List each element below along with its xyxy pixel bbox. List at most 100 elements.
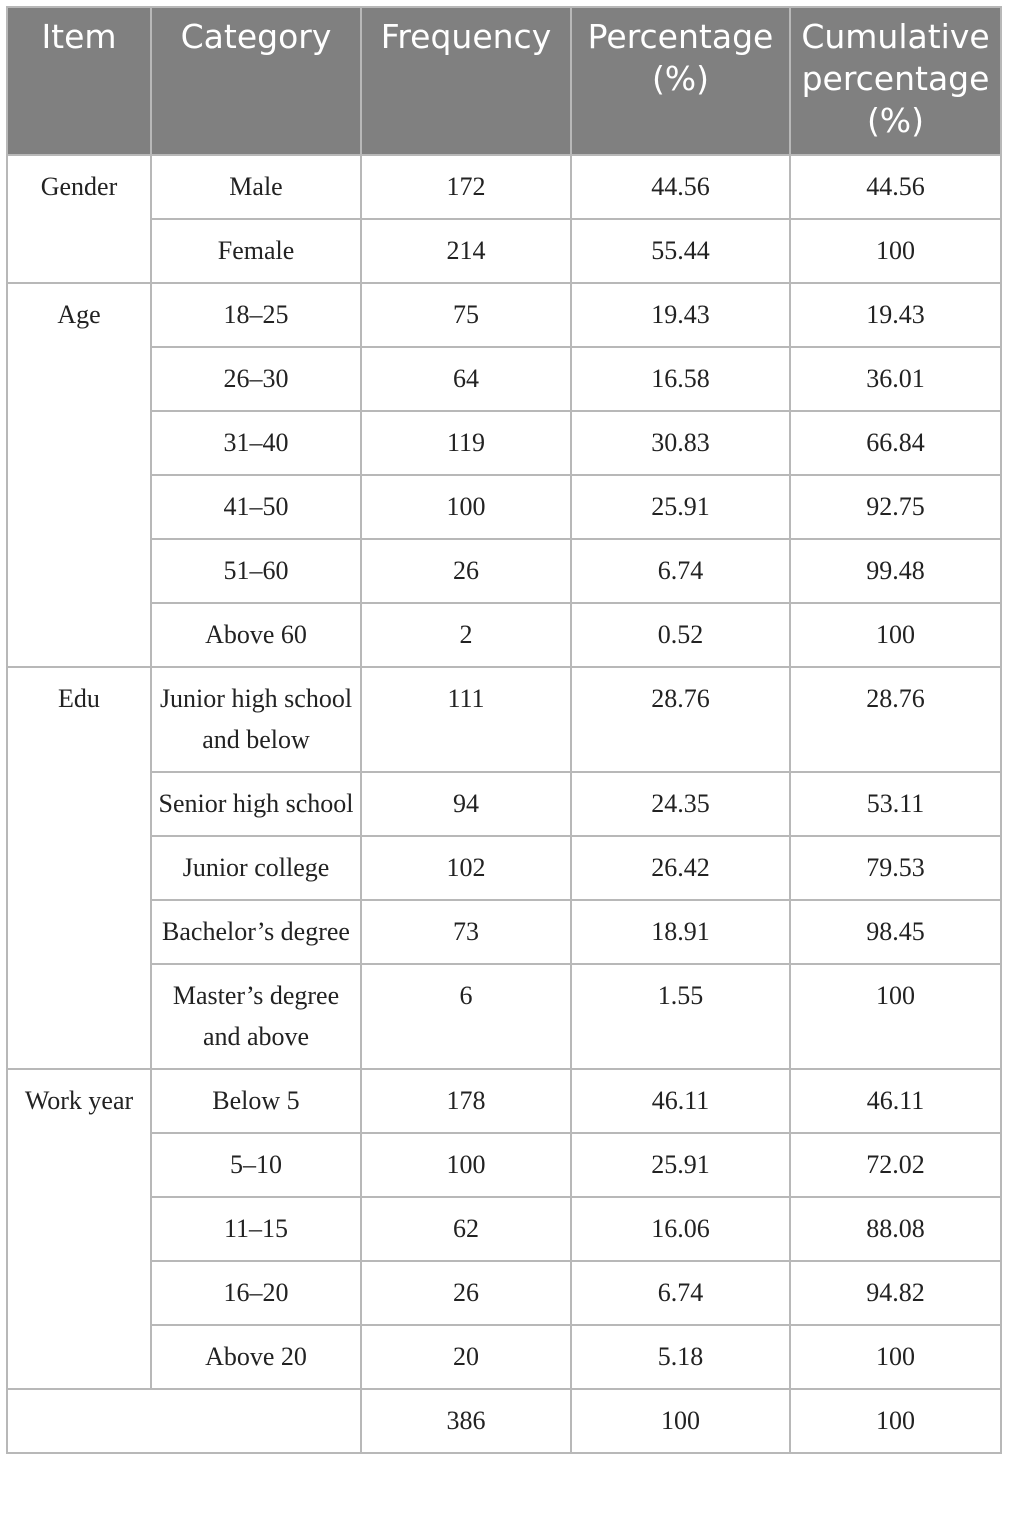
value-cell: 44.56 (789, 154, 1002, 220)
value-cell: 75 (360, 282, 572, 348)
value-cell: 73 (360, 899, 572, 965)
category-cell: Above 20 (150, 1324, 362, 1390)
header-cell: Frequency (360, 6, 572, 156)
category-cell: Below 5 (150, 1068, 362, 1134)
value-cell: 25.91 (570, 474, 791, 540)
item-cell: Age (6, 282, 152, 668)
value-cell: 66.84 (789, 410, 1002, 476)
value-cell: 26 (360, 1260, 572, 1326)
table-row: Above 60 2 0.52 100 (7, 602, 1002, 668)
total-cell: 100 (570, 1388, 791, 1454)
value-cell: 100 (789, 963, 1002, 1070)
category-cell: 16–20 (150, 1260, 362, 1326)
value-cell: 2 (360, 602, 572, 668)
value-cell: 99.48 (789, 538, 1002, 604)
category-cell: 51–60 (150, 538, 362, 604)
value-cell: 25.91 (570, 1132, 791, 1198)
category-cell: Bachelor’s degree (150, 899, 362, 965)
category-cell: Male (150, 154, 362, 220)
table-row: Bachelor’s degree 73 18.91 98.45 (7, 899, 1002, 965)
value-cell: 28.76 (570, 666, 791, 773)
value-cell: 100 (789, 1324, 1002, 1390)
value-cell: 79.53 (789, 835, 1002, 901)
value-cell: 94 (360, 771, 572, 837)
value-cell: 100 (360, 1132, 572, 1198)
value-cell: 72.02 (789, 1132, 1002, 1198)
header-row: Item Category Frequency Percentage (%) Cumul… (6, 6, 1002, 156)
total-cell: 386 (360, 1388, 572, 1454)
value-cell: 98.45 (789, 899, 1002, 965)
value-cell: 64 (360, 346, 572, 412)
value-cell: 18.91 (570, 899, 791, 965)
table-row: 11–15 62 16.06 88.08 (7, 1196, 1002, 1262)
value-cell: 172 (360, 154, 572, 220)
category-cell: 11–15 (150, 1196, 362, 1262)
value-cell: 20 (360, 1324, 572, 1390)
value-cell: 102 (360, 835, 572, 901)
category-cell: 26–30 (150, 346, 362, 412)
value-cell: 100 (360, 474, 572, 540)
value-cell: 0.52 (570, 602, 791, 668)
value-cell: 178 (360, 1068, 572, 1134)
category-cell: Above 60 (150, 602, 362, 668)
value-cell: 19.43 (570, 282, 791, 348)
value-cell: 26 (360, 538, 572, 604)
category-cell: Senior high school (150, 771, 362, 837)
item-cell: Edu (6, 666, 152, 1070)
value-cell: 46.11 (570, 1068, 791, 1134)
value-cell: 30.83 (570, 410, 791, 476)
table-row: Above 20 20 5.18 100 (7, 1324, 1002, 1390)
value-cell: 214 (360, 218, 572, 284)
item-cell: Gender (6, 154, 152, 284)
table-row: Edu Junior high school and below 111 28.76 2… (6, 666, 1002, 1070)
table-row: 26–30 64 16.58 36.01 (7, 346, 1002, 412)
table-row: Master’s degree and above 6 1.55 100 (7, 963, 1002, 1070)
total-row: 386 100 100 (6, 1388, 1002, 1454)
value-cell: 19.43 (789, 282, 1002, 348)
value-cell: 46.11 (789, 1068, 1002, 1134)
header-cell: Category (150, 6, 362, 156)
value-cell: 44.56 (570, 154, 791, 220)
value-cell: 100 (789, 218, 1002, 284)
category-cell: Master’s degree and above (150, 963, 362, 1070)
category-cell: Junior college (150, 835, 362, 901)
table-row: Age 18–25 75 19.43 19.43 (6, 282, 1002, 668)
total-cell: 100 (789, 1388, 1002, 1454)
value-cell: 26.42 (570, 835, 791, 901)
table-row: 41–50 100 25.91 92.75 (7, 474, 1002, 540)
value-cell: 119 (360, 410, 572, 476)
value-cell: 16.58 (570, 346, 791, 412)
value-cell: 1.55 (570, 963, 791, 1070)
category-cell: Junior high school and below (150, 666, 362, 773)
table-body: Gender Male 172 44.56 44.56 Female 214 55.44 100… (6, 154, 1002, 1454)
value-cell: 100 (789, 602, 1002, 668)
value-cell: 36.01 (789, 346, 1002, 412)
value-cell: 28.76 (789, 666, 1002, 773)
table-row: Gender Male 172 44.56 44.56 (6, 154, 1002, 284)
table-row: 16–20 26 6.74 94.82 (7, 1260, 1002, 1326)
header-cell: Item (6, 6, 152, 156)
value-cell: 92.75 (789, 474, 1002, 540)
value-cell: 6.74 (570, 538, 791, 604)
table-row: 5–10 100 25.91 72.02 (7, 1132, 1002, 1198)
value-cell: 5.18 (570, 1324, 791, 1390)
item-cell: Work year (6, 1068, 152, 1390)
value-cell: 55.44 (570, 218, 791, 284)
value-cell: 6.74 (570, 1260, 791, 1326)
table-row: Junior college 102 26.42 79.53 (7, 835, 1002, 901)
value-cell: 88.08 (789, 1196, 1002, 1262)
table-row: Senior high school 94 24.35 53.11 (7, 771, 1002, 837)
category-cell: 18–25 (150, 282, 362, 348)
table-row: Female 214 55.44 100 (7, 218, 1002, 284)
value-cell: 111 (360, 666, 572, 773)
value-cell: 62 (360, 1196, 572, 1262)
category-cell: 41–50 (150, 474, 362, 540)
table-row: 51–60 26 6.74 99.48 (7, 538, 1002, 604)
header-cell: Percentage (%) (570, 6, 791, 156)
value-cell: 6 (360, 963, 572, 1070)
empty-cell (6, 1388, 362, 1454)
header-cell: Cumulative percentage (%) (789, 6, 1002, 156)
category-cell: Female (150, 218, 362, 284)
value-cell: 16.06 (570, 1196, 791, 1262)
